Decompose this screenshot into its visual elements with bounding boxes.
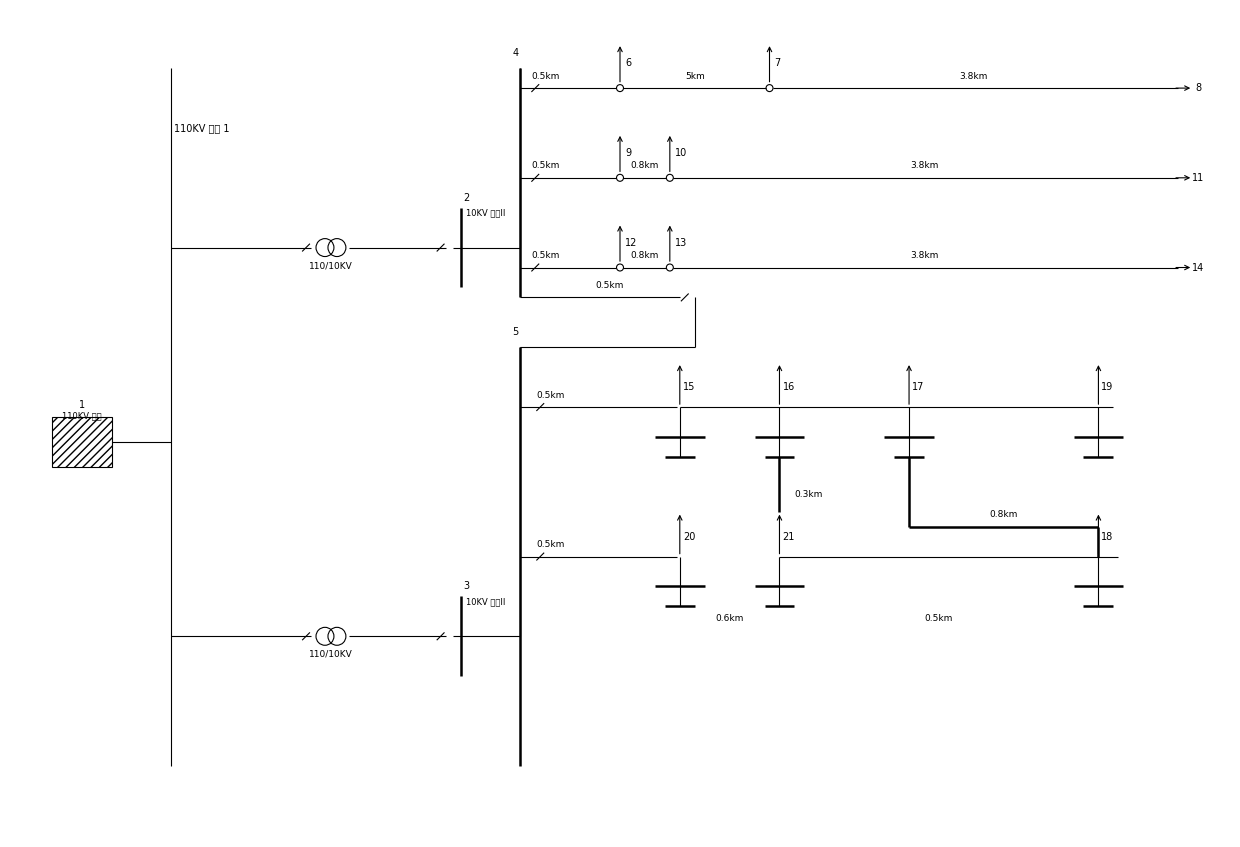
Text: 0.5km: 0.5km xyxy=(925,614,954,623)
Text: 0.3km: 0.3km xyxy=(795,490,823,499)
Text: 9: 9 xyxy=(625,148,631,158)
Text: 110KV 电网: 110KV 电网 xyxy=(62,412,102,420)
Text: 10KV 母线II: 10KV 母线II xyxy=(465,597,505,606)
Text: 14: 14 xyxy=(1192,263,1204,273)
Text: 110/10KV: 110/10KV xyxy=(309,261,353,270)
Text: 8: 8 xyxy=(1195,83,1202,93)
Bar xyxy=(52,417,112,467)
Text: 0.5km: 0.5km xyxy=(531,72,559,80)
Text: 21: 21 xyxy=(782,532,795,541)
Text: 0.5km: 0.5km xyxy=(536,390,564,400)
Text: 5km: 5km xyxy=(684,72,704,80)
Text: 20: 20 xyxy=(683,532,696,541)
Text: 16: 16 xyxy=(782,382,795,392)
Text: 1: 1 xyxy=(78,400,84,410)
Text: 0.8km: 0.8km xyxy=(631,251,660,260)
Text: 4: 4 xyxy=(512,48,518,58)
Text: 110KV 母线 1: 110KV 母线 1 xyxy=(175,123,229,133)
Text: 15: 15 xyxy=(683,382,696,392)
Text: 0.5km: 0.5km xyxy=(531,161,559,170)
Text: 0.5km: 0.5km xyxy=(536,540,564,549)
Text: 2: 2 xyxy=(464,193,470,202)
Text: 3.8km: 3.8km xyxy=(960,72,988,80)
Text: 11: 11 xyxy=(1192,173,1204,183)
Text: 13: 13 xyxy=(675,238,687,247)
Text: 18: 18 xyxy=(1101,532,1114,541)
Text: 0.5km: 0.5km xyxy=(596,281,624,290)
Text: 19: 19 xyxy=(1101,382,1114,392)
Text: 0.8km: 0.8km xyxy=(990,510,1018,519)
Text: 7: 7 xyxy=(775,58,781,69)
Text: 10: 10 xyxy=(675,148,687,158)
Text: 5: 5 xyxy=(512,327,518,337)
Text: 3.8km: 3.8km xyxy=(910,251,939,260)
Text: 3: 3 xyxy=(464,581,470,591)
Text: 10KV 母线II: 10KV 母线II xyxy=(465,208,505,217)
Text: 3.8km: 3.8km xyxy=(910,161,939,170)
Text: 0.6km: 0.6km xyxy=(715,614,744,623)
Text: 17: 17 xyxy=(913,382,924,392)
Text: 110/10KV: 110/10KV xyxy=(309,650,353,659)
Text: 12: 12 xyxy=(625,238,637,247)
Text: 0.5km: 0.5km xyxy=(531,251,559,260)
Text: 6: 6 xyxy=(625,58,631,69)
Text: 0.8km: 0.8km xyxy=(631,161,660,170)
